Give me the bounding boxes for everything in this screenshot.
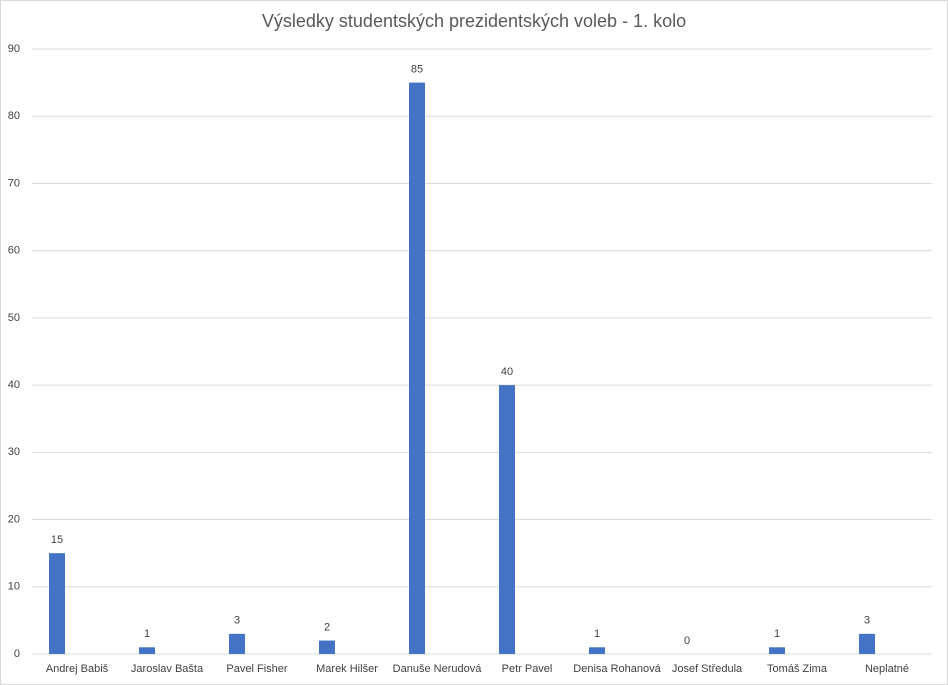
x-tick-label: Pavel Fisher: [226, 663, 287, 675]
data-label: 40: [501, 366, 513, 378]
chart-title: Výsledky studentských prezidentských vol…: [262, 11, 686, 31]
y-tick-label: 50: [8, 312, 20, 324]
y-tick-label: 30: [8, 446, 20, 458]
data-label: 3: [864, 615, 870, 627]
x-tick-label: Tomáš Zima: [767, 663, 828, 675]
y-tick-label: 80: [8, 110, 20, 122]
x-tick-label: Denisa Rohanová: [573, 663, 661, 675]
bar: [499, 385, 515, 654]
x-tick-label: Neplatné: [865, 663, 909, 675]
bar: [769, 647, 785, 654]
x-tick-label: Petr Pavel: [502, 663, 553, 675]
bar: [229, 633, 245, 654]
data-label: 1: [774, 628, 780, 640]
bar: [589, 647, 605, 654]
y-tick-label: 40: [8, 379, 20, 391]
y-tick-label: 0: [14, 648, 20, 660]
x-tick-label: Josef Středula: [672, 663, 743, 675]
data-label: 2: [324, 621, 330, 633]
data-label: 15: [51, 534, 63, 546]
y-tick-label: 70: [8, 177, 20, 189]
x-tick-label: Marek Hilšer: [316, 663, 378, 675]
bar: [409, 82, 425, 655]
data-label: 3: [234, 615, 240, 627]
data-label: 85: [411, 64, 423, 76]
bar: [49, 553, 65, 654]
data-label: 0: [684, 635, 690, 647]
x-tick-label: Jaroslav Bašta: [131, 663, 204, 675]
y-tick-label: 60: [8, 245, 20, 257]
y-tick-label: 10: [8, 581, 20, 593]
y-tick-label: 90: [8, 43, 20, 55]
x-tick-label: Andrej Babiš: [46, 663, 109, 675]
data-label: 1: [594, 628, 600, 640]
bar: [319, 640, 335, 654]
bar: [859, 633, 875, 654]
y-tick-label: 20: [8, 513, 20, 525]
bar: [139, 647, 155, 654]
data-label: 1: [144, 628, 150, 640]
x-tick-label: Danuše Nerudová: [393, 663, 483, 675]
